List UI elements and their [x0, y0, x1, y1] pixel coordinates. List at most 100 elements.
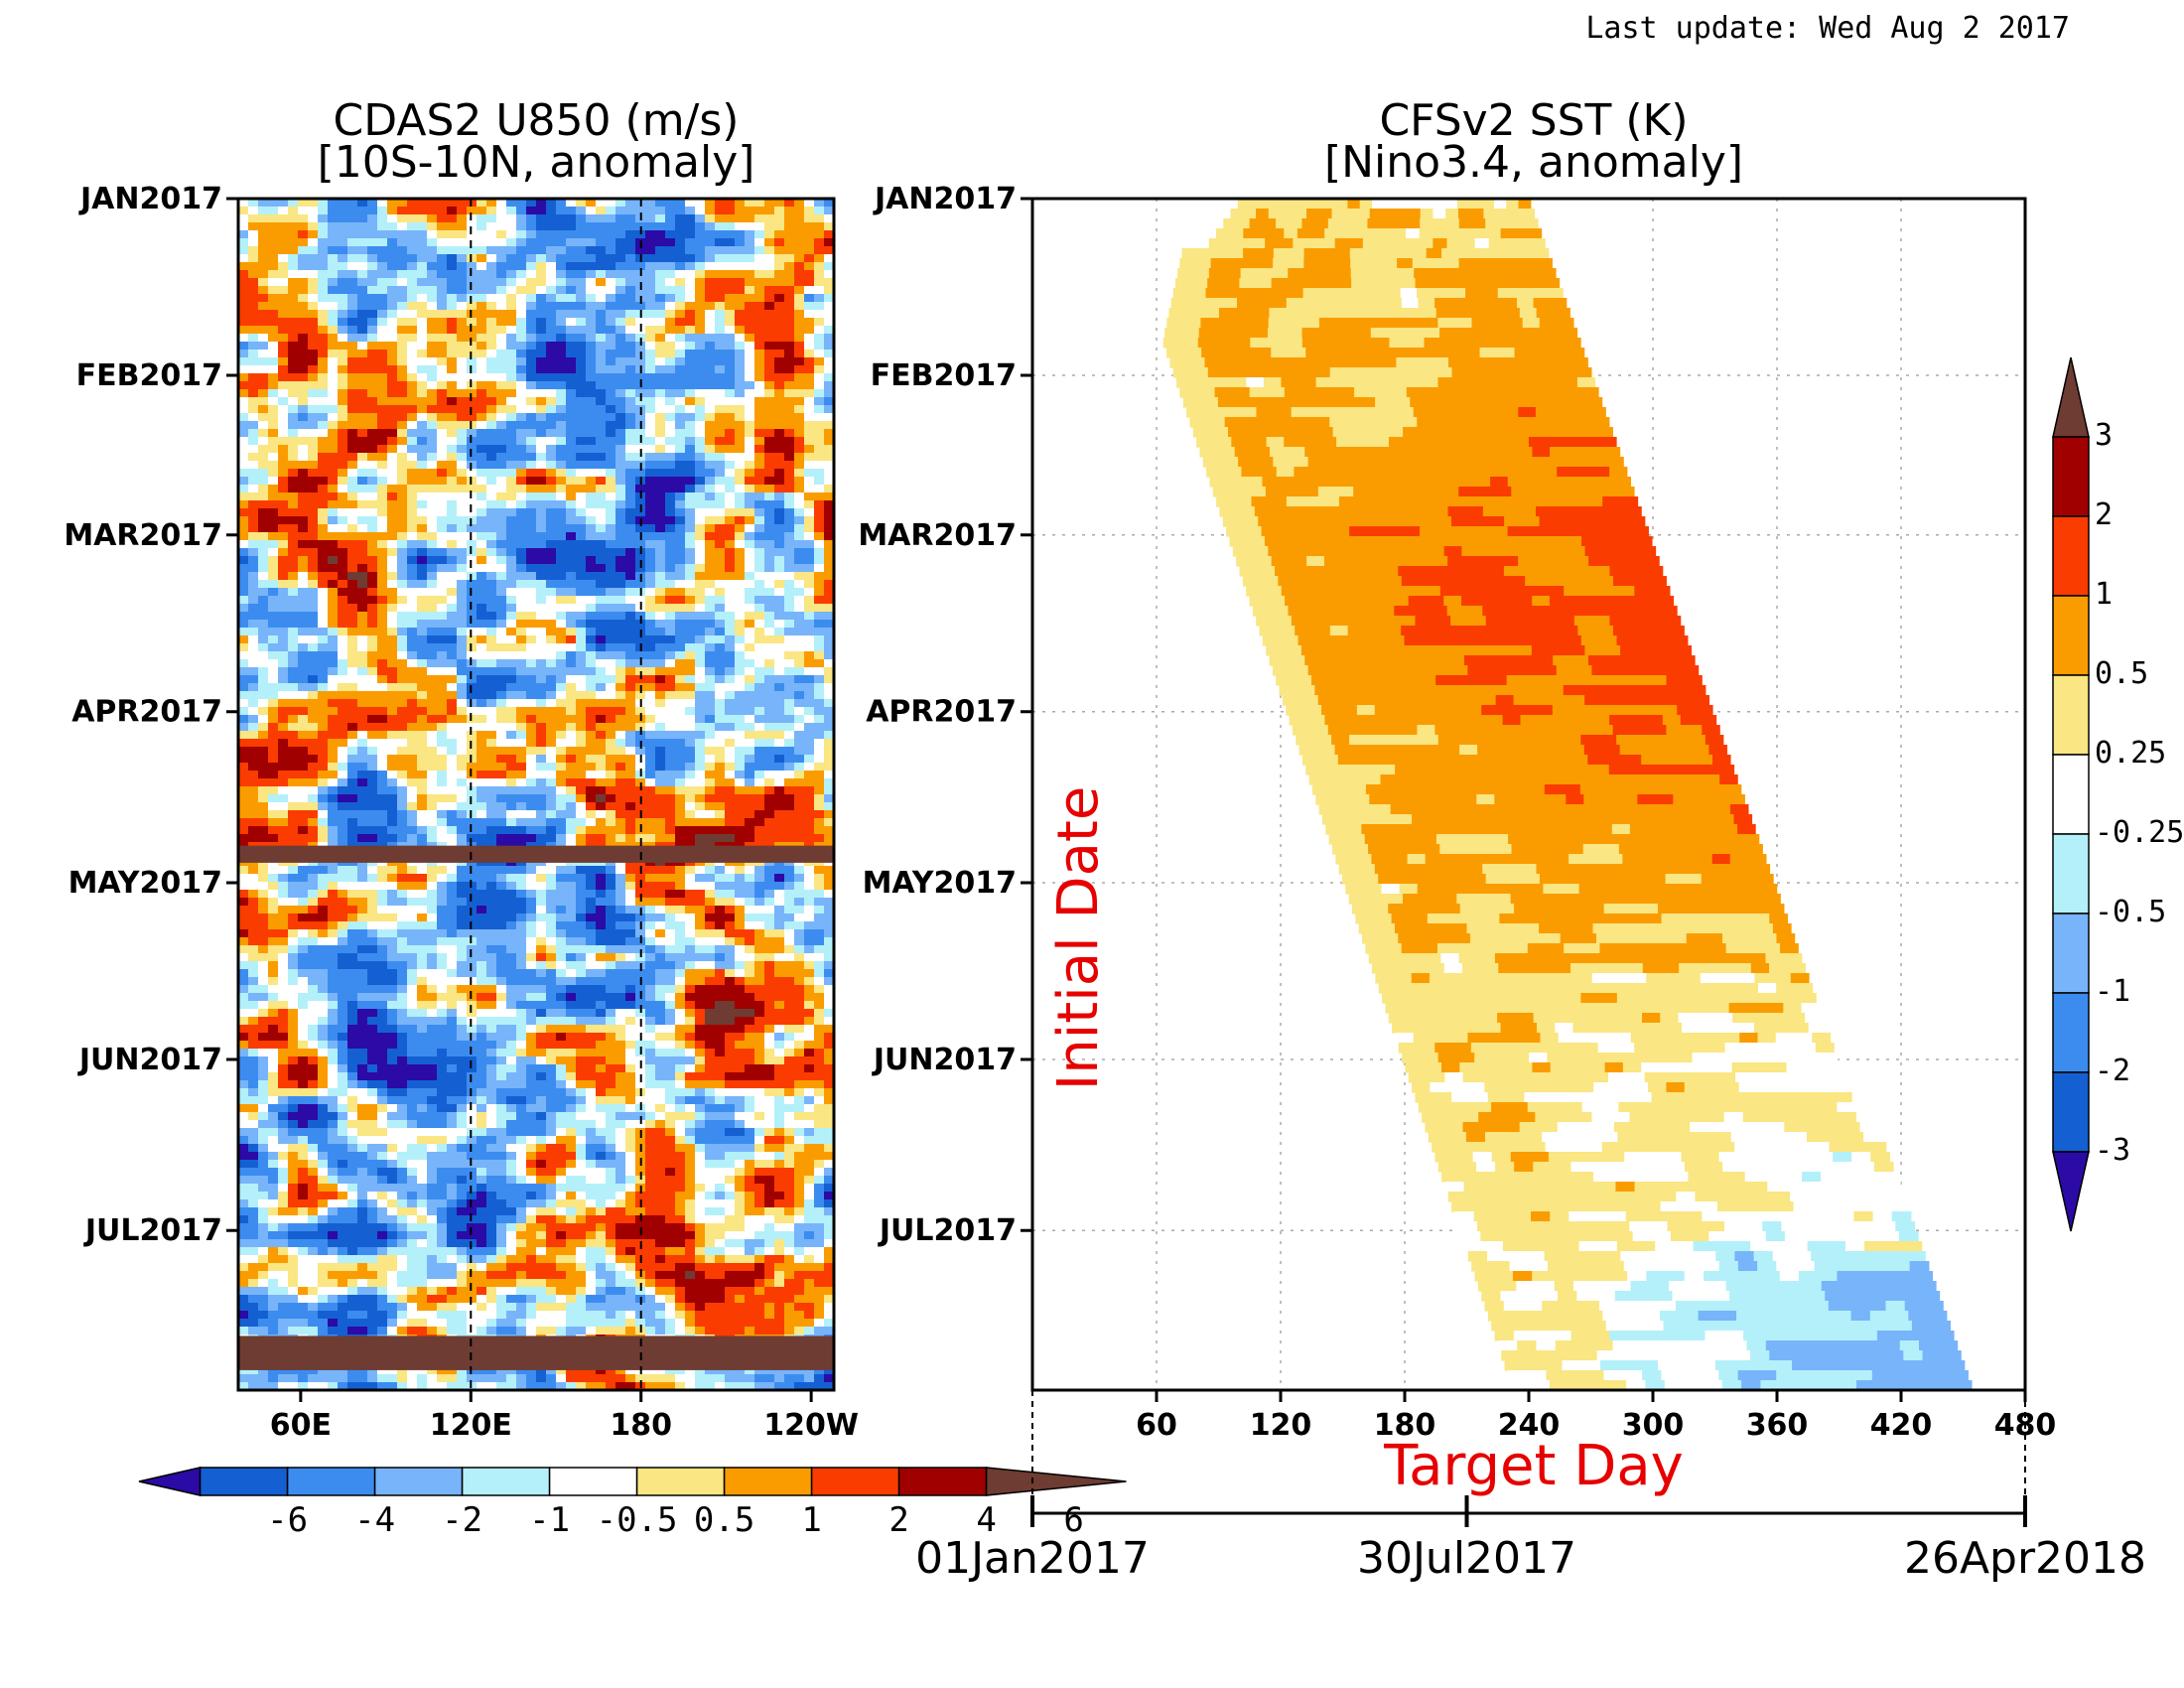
- u850-cell: [824, 429, 834, 438]
- u850-cell: [625, 532, 636, 541]
- u850-cell: [794, 222, 805, 231]
- u850-cell: [377, 667, 388, 676]
- u850-cell: [278, 747, 289, 756]
- u850-cell: [506, 659, 517, 668]
- u850-cell: [556, 588, 567, 597]
- u850-cell: [784, 405, 795, 414]
- u850-cell: [804, 524, 815, 533]
- u850-cell: [248, 445, 259, 454]
- u850-cell: [318, 326, 329, 335]
- u850-cell: [824, 548, 834, 557]
- u850-cell: [655, 763, 666, 772]
- u850-cell: [804, 230, 815, 239]
- u850-cell: [665, 763, 676, 772]
- u850-cell: [248, 731, 259, 740]
- u850-cell: [774, 278, 785, 287]
- u850-cell: [407, 445, 418, 454]
- u850-cell: [387, 818, 398, 827]
- u850-cell: [367, 373, 378, 382]
- u850-cell: [794, 612, 805, 621]
- u850-cell: [338, 453, 348, 462]
- u850-cell: [318, 278, 329, 287]
- u850-cell: [754, 214, 765, 223]
- u850-cell: [288, 747, 299, 756]
- u850-cell: [685, 381, 696, 390]
- u850-cell: [665, 421, 676, 430]
- u850-cell: [715, 731, 726, 740]
- u850-cell: [308, 604, 319, 613]
- u850-cell: [496, 572, 507, 581]
- u850-cell: [288, 771, 299, 779]
- u850-cell: [328, 572, 339, 581]
- u850-cell: [695, 532, 706, 541]
- u850-cell: [258, 810, 269, 819]
- u850-cell: [754, 461, 765, 470]
- u850-cell: [566, 826, 577, 835]
- u850-cell: [338, 230, 348, 239]
- u850-cell: [308, 651, 319, 660]
- u850-cell: [794, 199, 805, 208]
- u850-cell: [566, 492, 577, 501]
- u850-cell: [516, 731, 527, 740]
- u850-cell: [467, 699, 478, 708]
- u850-cell: [248, 199, 259, 208]
- u850-cell: [467, 405, 478, 414]
- u850-cell: [437, 230, 448, 239]
- u850-cell: [377, 532, 388, 541]
- u850-cell: [298, 429, 309, 438]
- u850-cell: [566, 794, 577, 803]
- u850-cell: [546, 747, 557, 756]
- u850-cell: [278, 739, 289, 748]
- u850-cell: [556, 469, 567, 478]
- u850-cell: [387, 421, 398, 430]
- u850-cell: [625, 826, 636, 835]
- u850-cell: [725, 302, 736, 311]
- u850-cell: [546, 302, 557, 311]
- u850-cell: [357, 350, 368, 358]
- u850-cell: [606, 802, 616, 811]
- u850-cell: [377, 572, 388, 581]
- u850-cell: [695, 294, 706, 303]
- u850-cell: [477, 675, 487, 684]
- u850-cell: [586, 794, 597, 803]
- u850-cell: [774, 786, 785, 795]
- u850-cell: [774, 508, 785, 517]
- u850-cell: [437, 508, 448, 517]
- u850-cell: [407, 373, 418, 382]
- u850-cell: [546, 286, 557, 295]
- u850-cell: [496, 381, 507, 390]
- u850-cell: [347, 691, 358, 700]
- u850-cell: [596, 834, 607, 843]
- u850-cell: [566, 620, 577, 629]
- u850-cell: [338, 373, 348, 382]
- u850-cell: [417, 492, 428, 501]
- u850-cell: [645, 350, 656, 358]
- u850-cell: [556, 572, 567, 581]
- u850-cell: [417, 826, 428, 835]
- u850-cell: [268, 723, 279, 732]
- u850-cell: [774, 588, 785, 597]
- u850-cell: [387, 659, 398, 668]
- u850-cell: [387, 318, 398, 327]
- u850-cell: [377, 445, 388, 454]
- u850-cell: [556, 540, 567, 549]
- u850-cell: [754, 612, 765, 621]
- u850-cell: [318, 413, 329, 422]
- u850-cell: [447, 389, 458, 398]
- u850-cell: [784, 731, 795, 740]
- u850-cell: [238, 699, 249, 708]
- u850-cell: [298, 532, 309, 541]
- u850-cell: [258, 794, 269, 803]
- u850-cell: [437, 635, 448, 644]
- u850-cell: [477, 667, 487, 676]
- u850-cell: [546, 453, 557, 462]
- u850-cell: [804, 453, 815, 462]
- u850-cell: [486, 683, 497, 692]
- u850-cell: [486, 508, 497, 517]
- u850-cell: [685, 445, 696, 454]
- u850-cell: [506, 524, 517, 533]
- u850-cell: [526, 461, 537, 470]
- u850-cell: [705, 397, 716, 406]
- u850-cell: [596, 763, 607, 772]
- u850-cell: [427, 445, 438, 454]
